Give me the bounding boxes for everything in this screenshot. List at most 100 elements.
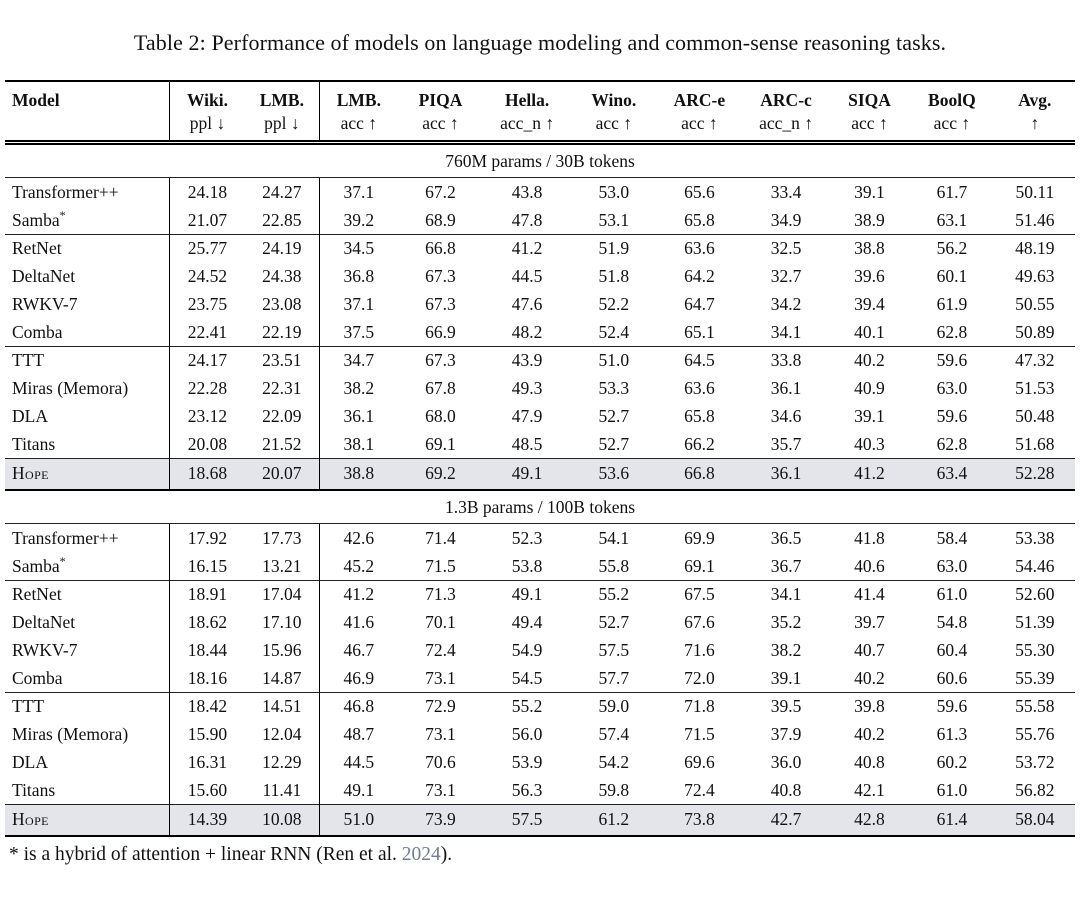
value-cell: 41.6 [343,612,375,632]
value-cell: 53.0 [570,177,657,206]
value-cell: 44.5 [343,751,375,772]
value-cell: 39.1 [770,667,802,688]
value-cell: 24.27 [244,177,321,206]
model-name-cell: DeltaNet [5,608,171,637]
highlight-row: Hope 18.68 20.07 38.8 69.2 49.1 53.6 66.8 36.1 41… [5,457,1075,491]
value-cell: 34.1 [742,579,830,609]
value-cell: 71.6 [684,639,715,660]
value-cell: 70.1 [425,612,456,632]
value-cell: 71.5 [425,555,456,576]
value-cell: 49.1 [483,457,571,491]
value-cell: 59.8 [598,779,630,800]
value-cell: 58.04 [994,803,1075,837]
value-cell: 42.8 [829,803,910,837]
value-cell: 43.8 [483,177,571,206]
column-metric: acc ↑ [595,112,632,133]
value-cell: 34.7 [319,345,398,375]
value-cell: 11.41 [244,776,321,805]
model-name: DeltaNet [12,612,76,632]
value-cell: 43.9 [483,345,571,375]
value-cell: 48.7 [343,724,375,744]
value-cell: 39.6 [854,266,885,286]
value-cell: 60.1 [936,266,968,286]
value-cell: 41.4 [829,579,910,609]
paper-page: Table 2: Performance of models on langua… [5,30,1075,865]
value-cell: 67.3 [425,266,456,286]
model-name-cell: RetNet [5,233,171,263]
footnote-text: * is a hybrid of attention + linear RNN … [9,843,402,865]
value-cell: 60.4 [936,639,968,660]
value-cell: 39.1 [854,405,885,426]
value-cell: 73.9 [397,803,484,837]
table-row: Transformer++ 17.92 17.73 42.6 71.4 52.3 54.1 6… [5,523,1075,552]
value-cell: 57.7 [598,667,630,688]
value-cell: 36.7 [770,555,802,576]
value-cell: 24.38 [244,262,321,291]
citation-link[interactable]: 2024 [401,843,441,865]
column-metric: acc_n ↑ [759,112,813,133]
table-row: Comba 18.16 14.87 46.9 73.1 54.5 57.7 72.0 39.1 4… [5,664,1075,693]
value-cell: 66.8 [397,233,484,263]
column-metric: acc ↑ [851,112,888,133]
value-cell: 51.0 [570,345,657,375]
value-cell: 62.8 [936,433,968,454]
value-cell: 22.31 [244,374,321,403]
value-cell: 24.52 [187,266,228,286]
value-cell: 20.08 [187,433,228,454]
value-cell: 40.1 [854,321,885,342]
model-name-cell: Samba* [5,206,171,235]
column-metric: ppl ↓ [189,112,226,133]
column-header-wino: Wino. acc ↑ [570,81,657,145]
model-name-cell: TTT [5,691,171,721]
value-cell: 17.10 [244,608,321,637]
model-name: DLA [12,405,48,426]
column-header-avg: Avg. ↑ [994,81,1075,145]
value-cell: 39.5 [742,691,830,721]
column-header-boolq: BoolQ acc ↑ [909,81,995,145]
value-cell: 53.8 [511,555,543,576]
value-cell: 35.7 [770,433,802,454]
value-cell: 58.4 [909,523,995,552]
section-title-row: 1.3B params / 100B tokens [5,488,1075,525]
model-name: Miras (Memora) [12,724,129,744]
value-cell: 54.46 [1015,555,1055,576]
column-header-lmb-ppl: LMB. ppl ↓ [244,81,321,145]
value-cell: 54.1 [570,523,657,552]
model-name: RWKV-7 [12,293,78,314]
value-cell: 72.9 [397,691,484,721]
model-name: RetNet [12,238,62,259]
value-cell: 39.7 [854,612,885,632]
value-cell: 23.08 [244,290,321,318]
value-cell: 71.4 [397,523,484,552]
value-cell: 53.38 [994,523,1075,552]
value-cell: 40.8 [854,751,885,772]
value-cell: 51.8 [598,266,630,286]
value-cell: 69.6 [684,751,715,772]
table-row: Transformer++ 24.18 24.27 37.1 67.2 43.8 53.0 6… [5,177,1075,206]
value-cell: 16.31 [187,751,228,772]
value-cell: 66.2 [684,433,715,454]
value-cell: 60.2 [936,751,968,772]
column-title: Wiki. [186,90,228,110]
table-row: DeltaNet 18.62 17.10 41.6 70.1 49.4 52.7 67.6 35… [5,608,1075,637]
value-cell: 52.3 [483,523,571,552]
column-header-arc-c: ARC-c acc_n ↑ [742,81,830,145]
value-cell: 47.8 [511,209,543,230]
value-cell: 65.8 [684,405,715,426]
table-header: Model Wiki. ppl ↓ LMB. ppl ↓ LMB. acc ↑ PIQA acc… [5,81,1075,145]
value-cell: 62.8 [936,321,968,342]
model-name: DeltaNet [12,266,76,286]
value-cell: 42.7 [742,803,830,837]
value-cell: 65.8 [684,209,715,230]
value-cell: 68.9 [425,209,456,230]
value-cell: 41.2 [829,457,910,491]
column-header-lmb-acc: LMB. acc ↑ [319,81,398,145]
value-cell: 33.4 [742,177,830,206]
value-cell: 18.62 [187,612,228,632]
value-cell: 73.8 [656,803,743,837]
table-row: RWKV-7 23.75 23.08 37.1 67.3 47.6 52.2 64.7 34.2… [5,290,1075,318]
header-row: Model Wiki. ppl ↓ LMB. ppl ↓ LMB. acc ↑ PIQA acc… [5,81,1075,145]
value-cell: 57.5 [598,639,630,660]
value-cell: 63.4 [909,457,995,491]
value-cell: 64.2 [684,266,715,286]
